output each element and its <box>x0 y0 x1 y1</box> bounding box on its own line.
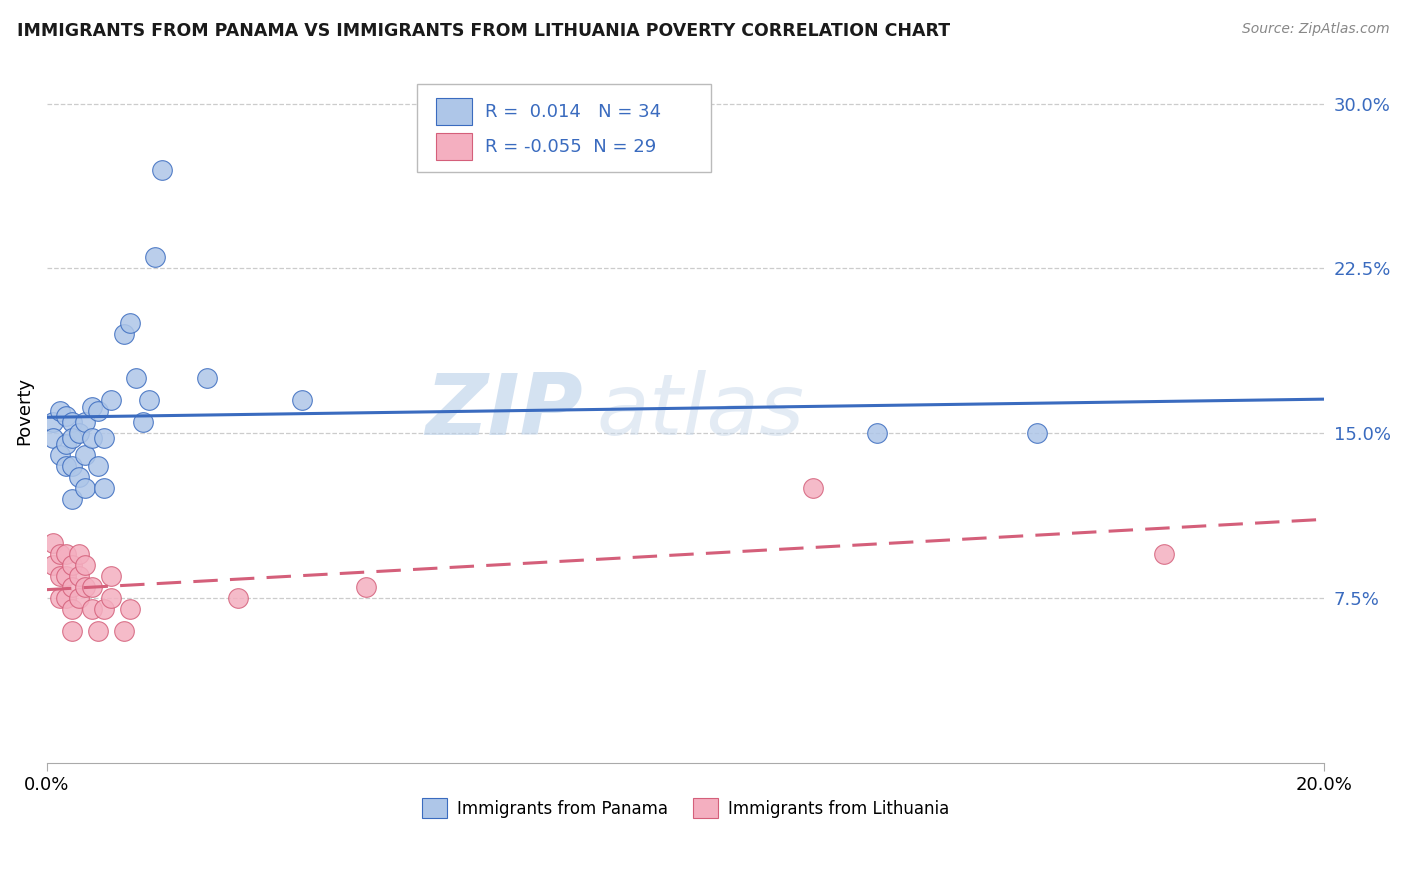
Point <box>48 591 70 606</box>
Text: R =  0.014   N = 34: R = 0.014 N = 34 <box>485 103 661 120</box>
Point <box>118 602 141 616</box>
Text: ZIP: ZIP <box>426 370 583 453</box>
Text: Source: ZipAtlas.com: Source: ZipAtlas.com <box>1241 22 1389 37</box>
Point <box>55 547 77 561</box>
Point <box>195 371 218 385</box>
Point <box>138 393 160 408</box>
Text: IMMIGRANTS FROM PANAMA VS IMMIGRANTS FROM LITHUANIA POVERTY CORRELATION CHART: IMMIGRANTS FROM PANAMA VS IMMIGRANTS FRO… <box>17 22 950 40</box>
Point <box>75 580 97 594</box>
FancyBboxPatch shape <box>436 134 472 161</box>
Point <box>100 569 122 583</box>
Point <box>80 602 103 616</box>
Point <box>87 404 110 418</box>
Point <box>145 251 167 265</box>
Point <box>42 415 65 429</box>
Point <box>228 591 250 606</box>
Point <box>93 602 115 616</box>
Point <box>354 580 377 594</box>
Point <box>100 591 122 606</box>
Point <box>42 558 65 573</box>
Point <box>67 591 90 606</box>
Point <box>48 547 70 561</box>
Point <box>67 569 90 583</box>
Point <box>1153 547 1175 561</box>
Point <box>55 569 77 583</box>
Point <box>67 470 90 484</box>
Point <box>100 393 122 408</box>
Point <box>42 536 65 550</box>
Point <box>62 602 84 616</box>
Point <box>75 448 97 462</box>
Point <box>93 431 115 445</box>
Point <box>75 558 97 573</box>
Point <box>291 393 314 408</box>
Point <box>48 448 70 462</box>
Point <box>62 431 84 445</box>
Text: atlas: atlas <box>596 370 804 453</box>
Point <box>150 162 173 177</box>
Point <box>80 400 103 414</box>
Point <box>67 547 90 561</box>
Point <box>87 624 110 639</box>
Point <box>118 317 141 331</box>
Point <box>62 558 84 573</box>
Point <box>62 415 84 429</box>
FancyBboxPatch shape <box>436 98 472 125</box>
Point <box>48 404 70 418</box>
Point <box>55 437 77 451</box>
Text: R = -0.055  N = 29: R = -0.055 N = 29 <box>485 138 657 156</box>
Legend: Immigrants from Panama, Immigrants from Lithuania: Immigrants from Panama, Immigrants from … <box>415 791 956 825</box>
Point <box>866 426 889 441</box>
Point <box>112 624 135 639</box>
Point <box>131 415 153 429</box>
Y-axis label: Poverty: Poverty <box>15 377 32 445</box>
Point <box>55 591 77 606</box>
Point <box>112 327 135 342</box>
Point <box>75 481 97 495</box>
Point <box>48 569 70 583</box>
Point <box>55 459 77 474</box>
Point <box>67 426 90 441</box>
Point <box>125 371 148 385</box>
Point <box>93 481 115 495</box>
Point <box>55 409 77 423</box>
Point <box>62 624 84 639</box>
FancyBboxPatch shape <box>418 84 711 172</box>
Point <box>62 459 84 474</box>
Point <box>1025 426 1047 441</box>
Point <box>801 481 824 495</box>
Point <box>42 431 65 445</box>
Point <box>75 415 97 429</box>
Point <box>87 459 110 474</box>
Point <box>62 492 84 507</box>
Point <box>62 580 84 594</box>
Point <box>80 580 103 594</box>
Point <box>80 431 103 445</box>
